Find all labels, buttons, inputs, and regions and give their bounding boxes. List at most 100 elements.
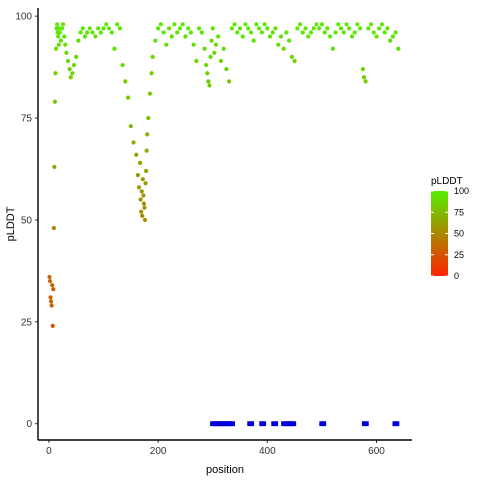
- data-point: [153, 38, 158, 43]
- data-point: [169, 34, 174, 39]
- color-legend: pLDDT 0 25 50 75 100: [431, 176, 469, 281]
- data-point: [156, 26, 161, 31]
- data-point: [314, 22, 319, 27]
- data-point: [303, 26, 308, 31]
- data-point: [379, 22, 385, 27]
- x-tick-label: 400: [259, 446, 276, 457]
- data-point: [180, 22, 185, 27]
- data-point: [172, 22, 177, 27]
- data-point: [164, 42, 169, 47]
- data-point: [224, 67, 229, 72]
- data-point: [355, 22, 360, 27]
- data-point: [300, 30, 305, 35]
- data-point: [319, 22, 325, 27]
- data-point: [199, 30, 204, 35]
- legend-tick-label: 25: [454, 250, 464, 260]
- data-point: [235, 30, 240, 35]
- data-point: [265, 26, 270, 31]
- data-point: [177, 26, 183, 31]
- data-point: [205, 71, 210, 76]
- data-point: [52, 164, 57, 170]
- data-point: [311, 26, 316, 31]
- data-point: [115, 22, 120, 27]
- data-point: [374, 34, 379, 39]
- data-point: [308, 30, 314, 35]
- data-point: [232, 22, 237, 27]
- data-point: [141, 193, 146, 198]
- data-point: [51, 287, 56, 292]
- data-point: [101, 26, 106, 31]
- data-point: [112, 46, 117, 51]
- data-point: [278, 34, 284, 39]
- x-tick-label: 600: [368, 446, 385, 457]
- data-point: [144, 148, 149, 153]
- data-point: [70, 71, 75, 76]
- data-point: [336, 22, 341, 27]
- data-point: [317, 26, 322, 31]
- data-point: [287, 38, 292, 43]
- data-point: [64, 50, 69, 55]
- legend-tick-label: 75: [454, 207, 464, 217]
- y-tick-label: 0: [26, 419, 32, 430]
- data-point: [358, 26, 363, 31]
- data-point: [53, 71, 58, 76]
- data-point: [194, 58, 199, 64]
- data-point: [57, 30, 62, 35]
- data-point: [368, 22, 374, 27]
- data-points: [47, 22, 401, 427]
- data-point: [213, 42, 219, 47]
- data-point: [166, 26, 172, 31]
- x-tick-label: 0: [46, 446, 52, 457]
- data-point: [385, 26, 390, 31]
- data-point: [251, 38, 256, 43]
- data-point: [143, 181, 148, 186]
- data-point: [50, 283, 55, 288]
- data-point: [49, 303, 54, 308]
- data-point: [68, 75, 73, 80]
- y-tick-label: 50: [21, 215, 33, 226]
- data-point: [390, 34, 395, 39]
- data-point: [142, 205, 147, 210]
- data-point: [50, 323, 55, 328]
- data-point: [206, 79, 211, 84]
- data-point: [104, 22, 109, 27]
- data-point: [63, 42, 68, 47]
- data-point: [204, 62, 209, 68]
- data-point: [48, 295, 53, 300]
- data-point: [240, 34, 245, 39]
- data-point: [371, 30, 376, 35]
- x-axis-title: position: [206, 464, 244, 476]
- data-point: [328, 34, 333, 39]
- data-point: [59, 26, 65, 31]
- legend-tick-label: 100: [454, 186, 469, 196]
- data-point: [333, 30, 338, 35]
- data-point: [186, 26, 191, 31]
- data-point: [191, 42, 196, 47]
- data-point: [109, 30, 114, 35]
- data-point: [53, 46, 59, 51]
- y-tick-label: 100: [15, 12, 32, 23]
- zero-plddt-mark: [290, 421, 297, 427]
- data-point: [325, 26, 330, 31]
- data-point: [226, 79, 232, 84]
- legend-tick-label: 0: [454, 271, 459, 281]
- y-tick-label: 75: [21, 114, 33, 125]
- data-point: [85, 30, 90, 35]
- data-point: [262, 22, 267, 27]
- legend-color-bar: [431, 191, 448, 276]
- zero-plddt-mark: [229, 421, 235, 427]
- data-point: [183, 34, 188, 39]
- data-point: [67, 67, 72, 72]
- data-point: [248, 30, 254, 35]
- data-point: [117, 26, 122, 31]
- legend-tick-label: 50: [454, 229, 464, 239]
- data-point: [196, 26, 202, 31]
- data-point: [47, 274, 52, 280]
- data-point: [208, 54, 213, 60]
- data-point: [134, 152, 139, 157]
- data-point: [150, 54, 155, 60]
- data-point: [147, 91, 153, 96]
- data-point: [273, 26, 278, 31]
